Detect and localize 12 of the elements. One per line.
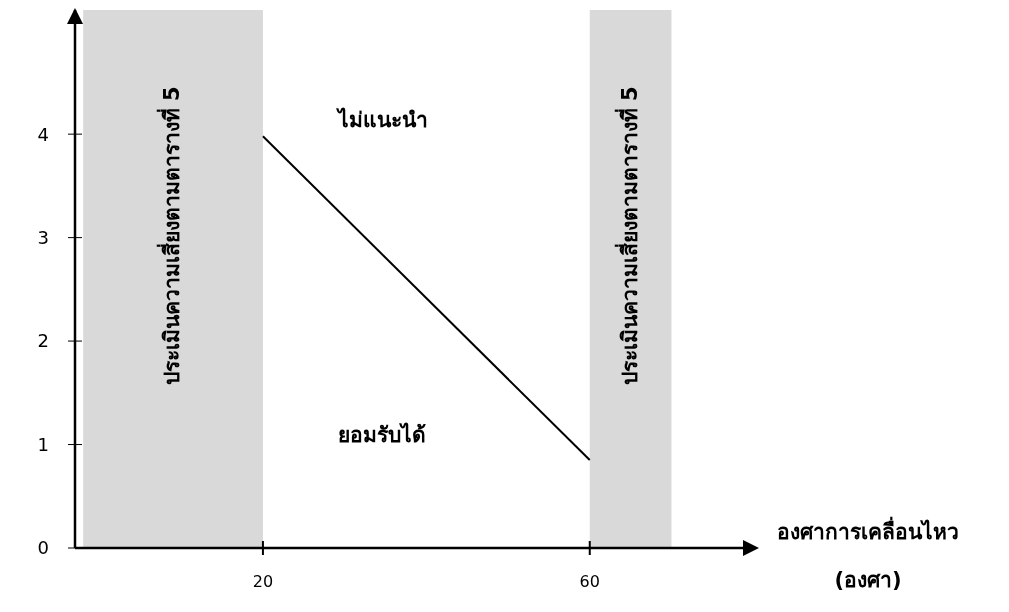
y-tick-label: 1 (37, 433, 49, 455)
y-tick-label: 3 (37, 227, 49, 249)
y-tick-label: 4 (37, 123, 49, 145)
x-axis-title: องศาการเคลื่อนไหว (องศา) (776, 515, 960, 594)
annotation: ยอมรับได้ (338, 421, 426, 449)
band-label: ประเมินความเสี่ยงตามตารางที่ 5 (156, 86, 185, 386)
band-label: ประเมินความเสี่ยงตามตารางที่ 5 (613, 86, 642, 386)
x-tick-label: 20 (252, 572, 274, 592)
x-tick-label: 60 (579, 572, 600, 592)
annotation: ไม่แนะนำ (338, 106, 428, 134)
y-tick-label: 2 (37, 330, 49, 352)
y-tick-label: 0 (37, 537, 49, 559)
